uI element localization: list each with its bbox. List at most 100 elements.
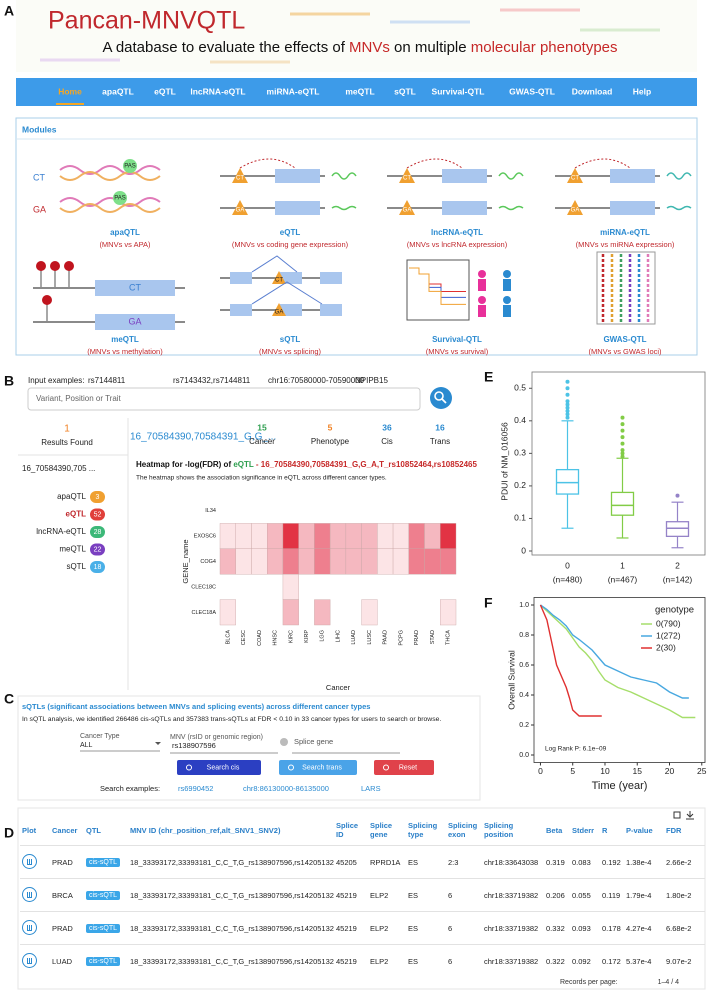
plot-button[interactable] — [22, 853, 37, 869]
x-axis-title: Time (year) — [592, 780, 648, 792]
x-tick-sublabel: (n=467) — [608, 574, 638, 584]
table-cell: 1.80e-2 — [664, 878, 705, 912]
legend-title: genotype — [655, 605, 694, 616]
heatmap-xlabel: Cancer — [326, 683, 351, 692]
x-tick-label: 1 — [620, 560, 625, 570]
allele-label: CT — [236, 176, 244, 182]
allele-label: GA — [236, 208, 245, 214]
search-example[interactable]: chr8:86130000-86135000 — [243, 784, 329, 793]
nav-item[interactable]: lncRNA-eQTL — [190, 86, 245, 96]
x-tick-label: 15 — [633, 766, 643, 776]
nav-item[interactable]: miRNA-eQTL — [267, 86, 320, 96]
table-cell: ES — [406, 845, 446, 879]
person-icon — [478, 296, 486, 304]
variant — [232, 200, 248, 215]
heatmap-row-label: CLEC18C — [191, 584, 216, 590]
tagline-part: on multiple — [390, 39, 471, 56]
module-name[interactable]: miRNA-eQTL — [600, 228, 650, 237]
heatmap-cell — [345, 548, 362, 575]
module-name[interactable]: apaQTL — [110, 228, 140, 237]
form-button[interactable] — [177, 760, 261, 775]
heatmap-cell — [251, 548, 268, 575]
module-name[interactable]: GWAS-QTL — [603, 335, 646, 344]
exon — [280, 304, 302, 316]
table-cell: 6 — [446, 944, 482, 977]
allele-label: CT — [129, 282, 141, 292]
table-cell: cis-sQTL — [84, 878, 128, 912]
button-icon — [383, 764, 389, 771]
nav-item[interactable]: sQTL — [394, 86, 416, 96]
nav-item[interactable]: GWAS-QTL — [509, 86, 555, 96]
table-cell: 0.319 — [544, 845, 570, 879]
heatmap-col-label: THCA — [446, 630, 452, 645]
search-input[interactable] — [27, 387, 421, 411]
nav-item[interactable]: Home — [58, 86, 82, 96]
y-tick-label: 1.0 — [519, 602, 529, 609]
results-count: 1 — [64, 424, 70, 435]
nav-item[interactable]: eQTL — [154, 86, 176, 96]
survival-curve — [539, 604, 696, 719]
heatmap-cell — [440, 548, 457, 575]
qtl-name[interactable]: lncRNA-eQTL — [36, 527, 86, 536]
nav-item[interactable]: Help — [633, 86, 651, 96]
button-label: Search cis — [207, 764, 240, 771]
qtl-name[interactable]: apaQTL — [57, 492, 86, 501]
nav-item[interactable]: Survival-QTL — [432, 86, 485, 96]
module-name[interactable]: sQTL — [280, 335, 301, 344]
heatmap-cell — [282, 574, 299, 600]
heatmap-cell — [440, 599, 457, 626]
search-placeholder: Variant, Position or Trait — [36, 394, 122, 403]
form-button[interactable] — [279, 760, 357, 775]
qtl-name[interactable]: sQTL — [66, 562, 86, 571]
allele-label: GA — [571, 208, 580, 214]
search-example[interactable]: LARS — [361, 784, 381, 793]
heatmap-title-part: Heatmap for -log(FDR) of — [136, 460, 233, 469]
heatmap-row-label: EXOSC6 — [194, 534, 216, 540]
nav-item[interactable]: Download — [572, 86, 613, 96]
nav-item[interactable]: meQTL — [345, 86, 374, 96]
table-cell: ELP2 — [368, 911, 406, 945]
table-footer: Records per page: 1–4 / 4 — [560, 979, 679, 986]
heatmap-cell — [251, 523, 268, 550]
clear-icon — [280, 738, 288, 746]
exon — [610, 169, 655, 183]
table-cell: ELP2 — [368, 878, 406, 912]
table-cell: 0.322 — [544, 944, 570, 977]
table-header: R — [602, 825, 608, 835]
heatmap-ylabel: GENE_name — [181, 539, 190, 583]
module-desc: (MNVs vs coding gene expression) — [232, 240, 349, 249]
heatmap-col-label: CESC — [241, 630, 247, 645]
effect-arrow — [239, 158, 296, 169]
table-header: Stderr — [572, 825, 595, 835]
nav-item[interactable]: apaQTL — [102, 86, 134, 96]
qtl-badge: cis-sQTL — [86, 891, 120, 900]
heatmap-cell — [392, 523, 410, 550]
heatmap-cell — [377, 548, 394, 575]
gwas-box — [596, 251, 656, 325]
qtl-name[interactable]: meQTL — [59, 545, 86, 554]
search-example[interactable]: rs6990452 — [178, 784, 213, 793]
plot-button[interactable] — [22, 952, 37, 968]
search-button[interactable] — [430, 387, 452, 409]
plot-button[interactable] — [22, 886, 37, 902]
button-label: Reset — [399, 764, 417, 771]
form-button[interactable] — [374, 760, 434, 775]
table-header: Splicing exon — [448, 821, 478, 839]
outlier — [620, 448, 625, 453]
table-cell: 18_33393172,33393181_C,C_T,G_rs138907596… — [128, 878, 334, 912]
module-name[interactable]: lncRNA-eQTL — [431, 228, 483, 237]
heatmap-cell — [282, 548, 299, 575]
footer-label: Records per page: — [560, 979, 618, 986]
module-name[interactable]: Survival-QTL — [432, 335, 482, 344]
qtl-name[interactable]: eQTL — [66, 510, 87, 519]
module-name[interactable]: meQTL — [111, 335, 139, 344]
person-icon — [503, 270, 511, 278]
table-header: Plot — [22, 825, 37, 835]
allele-label: GA — [403, 208, 412, 214]
y-tick-label: 0.4 — [519, 692, 529, 699]
module-name[interactable]: eQTL — [280, 228, 301, 237]
annotation: Log Rank P: 6.1e−09 — [545, 746, 607, 753]
plot-button[interactable] — [22, 919, 37, 935]
table-cell: 0.206 — [544, 878, 570, 912]
search-example: rs7143432,rs7144811 — [173, 376, 251, 385]
